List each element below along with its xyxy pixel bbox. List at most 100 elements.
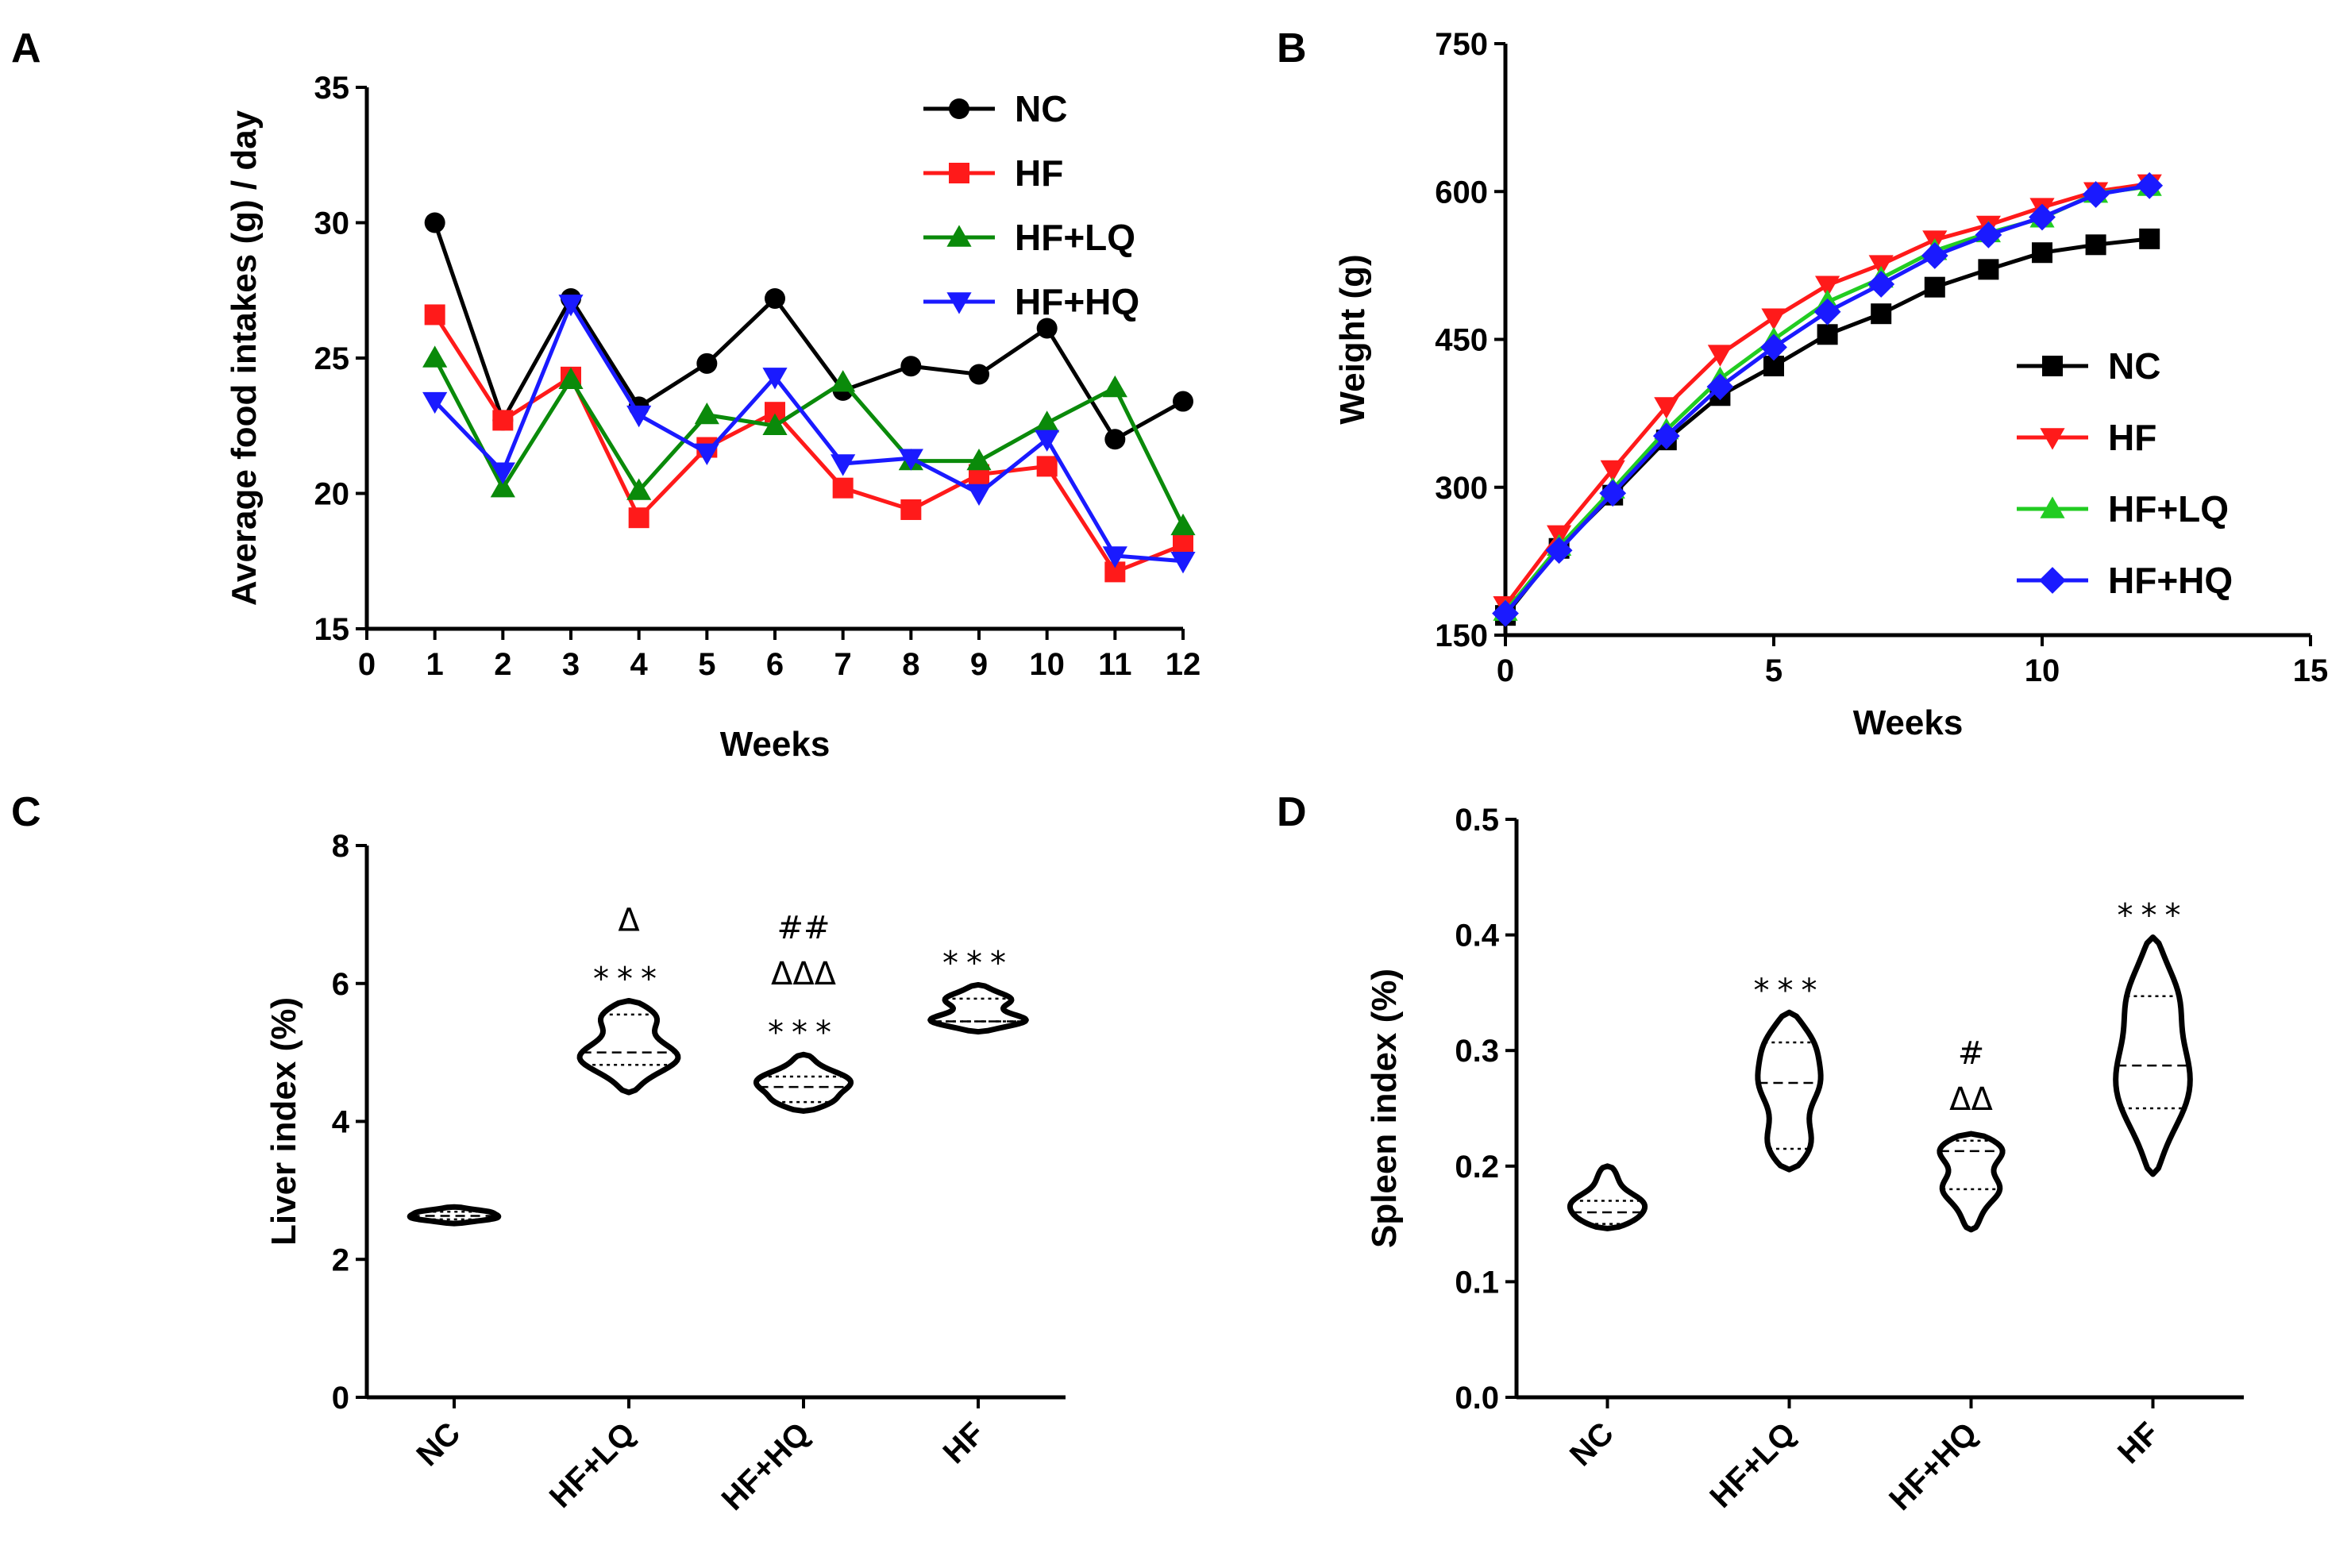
chart-b-x-tick-label: 10	[2025, 653, 2060, 688]
chart-b-point-hf-hq	[1867, 271, 1895, 298]
chart-a-x-tick-label: 4	[630, 647, 649, 682]
chart-a-series-line-hf-hq	[433, 299, 1184, 564]
chart-d-spleen-index: 0.0 0.1 0.2 0.3 0.4 0.5 Spleen index (%) NC HF+L…	[1365, 803, 2244, 1517]
chart-b-point-nc	[1924, 276, 1945, 298]
chart-a-point-hf-hq	[422, 391, 448, 414]
chart-c-category-label-hf-hq: HF+HQ	[715, 1416, 817, 1517]
chart-c-significance-mark-hf-hq: ΔΔΔ	[771, 956, 837, 992]
chart-c-y-tick-label: 8	[332, 829, 349, 864]
chart-a-y-tick-label: 30	[314, 206, 350, 241]
chart-a-point-hf-lq	[1035, 410, 1060, 433]
chart-b-legend-label-hf-hq: HF+HQ	[2108, 560, 2233, 601]
chart-a-point-hf-lq	[626, 478, 652, 500]
chart-c-y-axis-title: Liver index (%)	[264, 997, 303, 1246]
chart-b-point-hf-hq	[1760, 333, 1787, 361]
chart-a-point-hf-hq	[694, 443, 719, 465]
chart-b-legend-marker-nc	[2042, 356, 2063, 376]
chart-a-point-nc	[900, 356, 922, 377]
chart-d-y-tick-label: 0.2	[1455, 1150, 1499, 1185]
chart-a-point-hf-hq	[1170, 552, 1196, 574]
chart-a-point-hf-hq	[898, 449, 923, 471]
chart-d-y-tick-label: 0.5	[1455, 803, 1499, 838]
chart-b-point-hf-hq	[1599, 480, 1627, 507]
chart-a-point-nc	[765, 287, 785, 309]
chart-a-point-hf-hq	[831, 454, 856, 476]
chart-d-category-label-hf: HF	[2111, 1416, 2166, 1470]
chart-a-point-hf	[1173, 534, 1193, 556]
chart-c-y-tick-label: 4	[332, 1105, 350, 1140]
chart-b-point-hf-hq	[1545, 537, 1573, 564]
chart-a-legend-label-hf-lq: HF+LQ	[1015, 217, 1135, 258]
chart-c-category-label-nc: NC	[410, 1416, 467, 1473]
chart-a-point-hf-hq	[966, 483, 992, 507]
chart-a-legend-label-hf-hq: HF+HQ	[1015, 281, 1139, 322]
chart-a-point-hf-hq	[558, 295, 584, 317]
chart-a-point-hf	[1036, 456, 1058, 477]
chart-a-x-tick-label: 1	[426, 647, 444, 682]
chart-a-point-hf-lq	[1102, 375, 1127, 398]
chart-a-point-hf-lq	[1170, 513, 1196, 536]
chart-a-point-nc	[696, 353, 718, 374]
chart-a-point-hf-lq	[966, 448, 992, 471]
chart-b-legend-label-hf-lq: HF+LQ	[2108, 488, 2229, 530]
chart-b-y-tick-label: 750	[1435, 27, 1488, 62]
chart-b-point-nc	[1817, 324, 1838, 345]
panel-letter-b: B	[1277, 25, 1307, 71]
chart-a-point-hf	[900, 499, 922, 520]
chart-c-violin-hf-lq	[576, 997, 681, 1096]
chart-c-liver-index: 0 2 4 6 8 Liver index (%) NC HF+LQ *** Δ HF+HQ *** Δ…	[264, 829, 1066, 1517]
panel-letter-c: C	[11, 789, 41, 835]
chart-a-x-tick-label: 9	[970, 647, 988, 682]
chart-b-point-hf-hq	[2029, 203, 2056, 231]
chart-d-significance-mark-hf: ***	[2118, 898, 2189, 934]
chart-d-violin-hf-hq	[1937, 1131, 2006, 1233]
chart-d-y-tick-label: 0.4	[1455, 919, 1499, 954]
chart-a-legend-marker-hf-lq	[946, 225, 972, 247]
chart-a-point-hf-lq	[694, 403, 719, 425]
chart-b-legend-marker-hf-hq	[2039, 567, 2066, 594]
chart-a-legend-marker-nc	[949, 98, 969, 119]
chart-a-x-tick-label: 11	[1098, 647, 1131, 682]
chart-b-y-tick-label: 300	[1435, 471, 1488, 506]
chart-d-significance-mark-hf-hq: ΔΔ	[1949, 1081, 1993, 1118]
chart-b-point-nc	[1978, 259, 1999, 280]
chart-c-y-tick-label: 6	[332, 967, 349, 1002]
chart-b-point-nc	[1871, 303, 1892, 325]
chart-c-violin-hf	[927, 981, 1029, 1035]
chart-a-x-tick-label: 8	[902, 647, 919, 682]
chart-a-legend-label-hf: HF	[1015, 152, 1063, 194]
chart-a-point-nc	[424, 212, 445, 233]
chart-d-category-label-hf-lq: HF+LQ	[1703, 1416, 1802, 1515]
chart-d-y-axis-title: Spleen index (%)	[1365, 969, 1404, 1248]
chart-a-series-line-nc	[433, 222, 1185, 442]
chart-b-point-hf-hq	[1706, 373, 1734, 400]
chart-b-y-axis-title: Weight (g)	[1333, 254, 1372, 424]
panel-letter-a: A	[11, 25, 41, 71]
chart-a-point-hf	[628, 507, 649, 529]
chart-b-point-hf-hq	[2136, 171, 2164, 199]
chart-a-series-line-hf-lq	[433, 356, 1185, 527]
chart-b-y-tick-label: 600	[1435, 175, 1488, 210]
chart-c-violin-nc	[407, 1204, 502, 1227]
chart-b-point-hf-hq	[1813, 298, 1841, 326]
chart-a-point-hf-hq	[762, 368, 788, 390]
chart-d-violin-nc	[1567, 1163, 1648, 1231]
chart-a-point-nc	[1173, 391, 1193, 412]
chart-d-category-label-nc: NC	[1563, 1416, 1621, 1473]
chart-a-point-hf	[424, 304, 445, 326]
chart-a-x-tick-label: 0	[358, 647, 376, 682]
chart-a-point-nc	[1104, 429, 1126, 450]
chart-a-point-nc	[969, 364, 989, 385]
chart-b-point-hf-hq	[1652, 422, 1680, 450]
chart-c-y-tick-label: 0	[332, 1381, 349, 1416]
chart-a-y-axis-title: Average food intakes (g) / day	[225, 110, 264, 606]
chart-a-point-hf-lq	[762, 413, 788, 435]
chart-a-x-tick-label: 7	[834, 647, 852, 682]
chart-a-y-tick-label: 35	[314, 71, 350, 106]
chart-a-point-hf-hq	[1102, 546, 1127, 568]
chart-a-x-tick-label: 2	[494, 647, 511, 682]
chart-b-x-tick-label: 5	[1765, 653, 1783, 688]
chart-b-y-tick-label: 450	[1435, 323, 1488, 358]
chart-a-point-hf-lq	[422, 345, 448, 368]
